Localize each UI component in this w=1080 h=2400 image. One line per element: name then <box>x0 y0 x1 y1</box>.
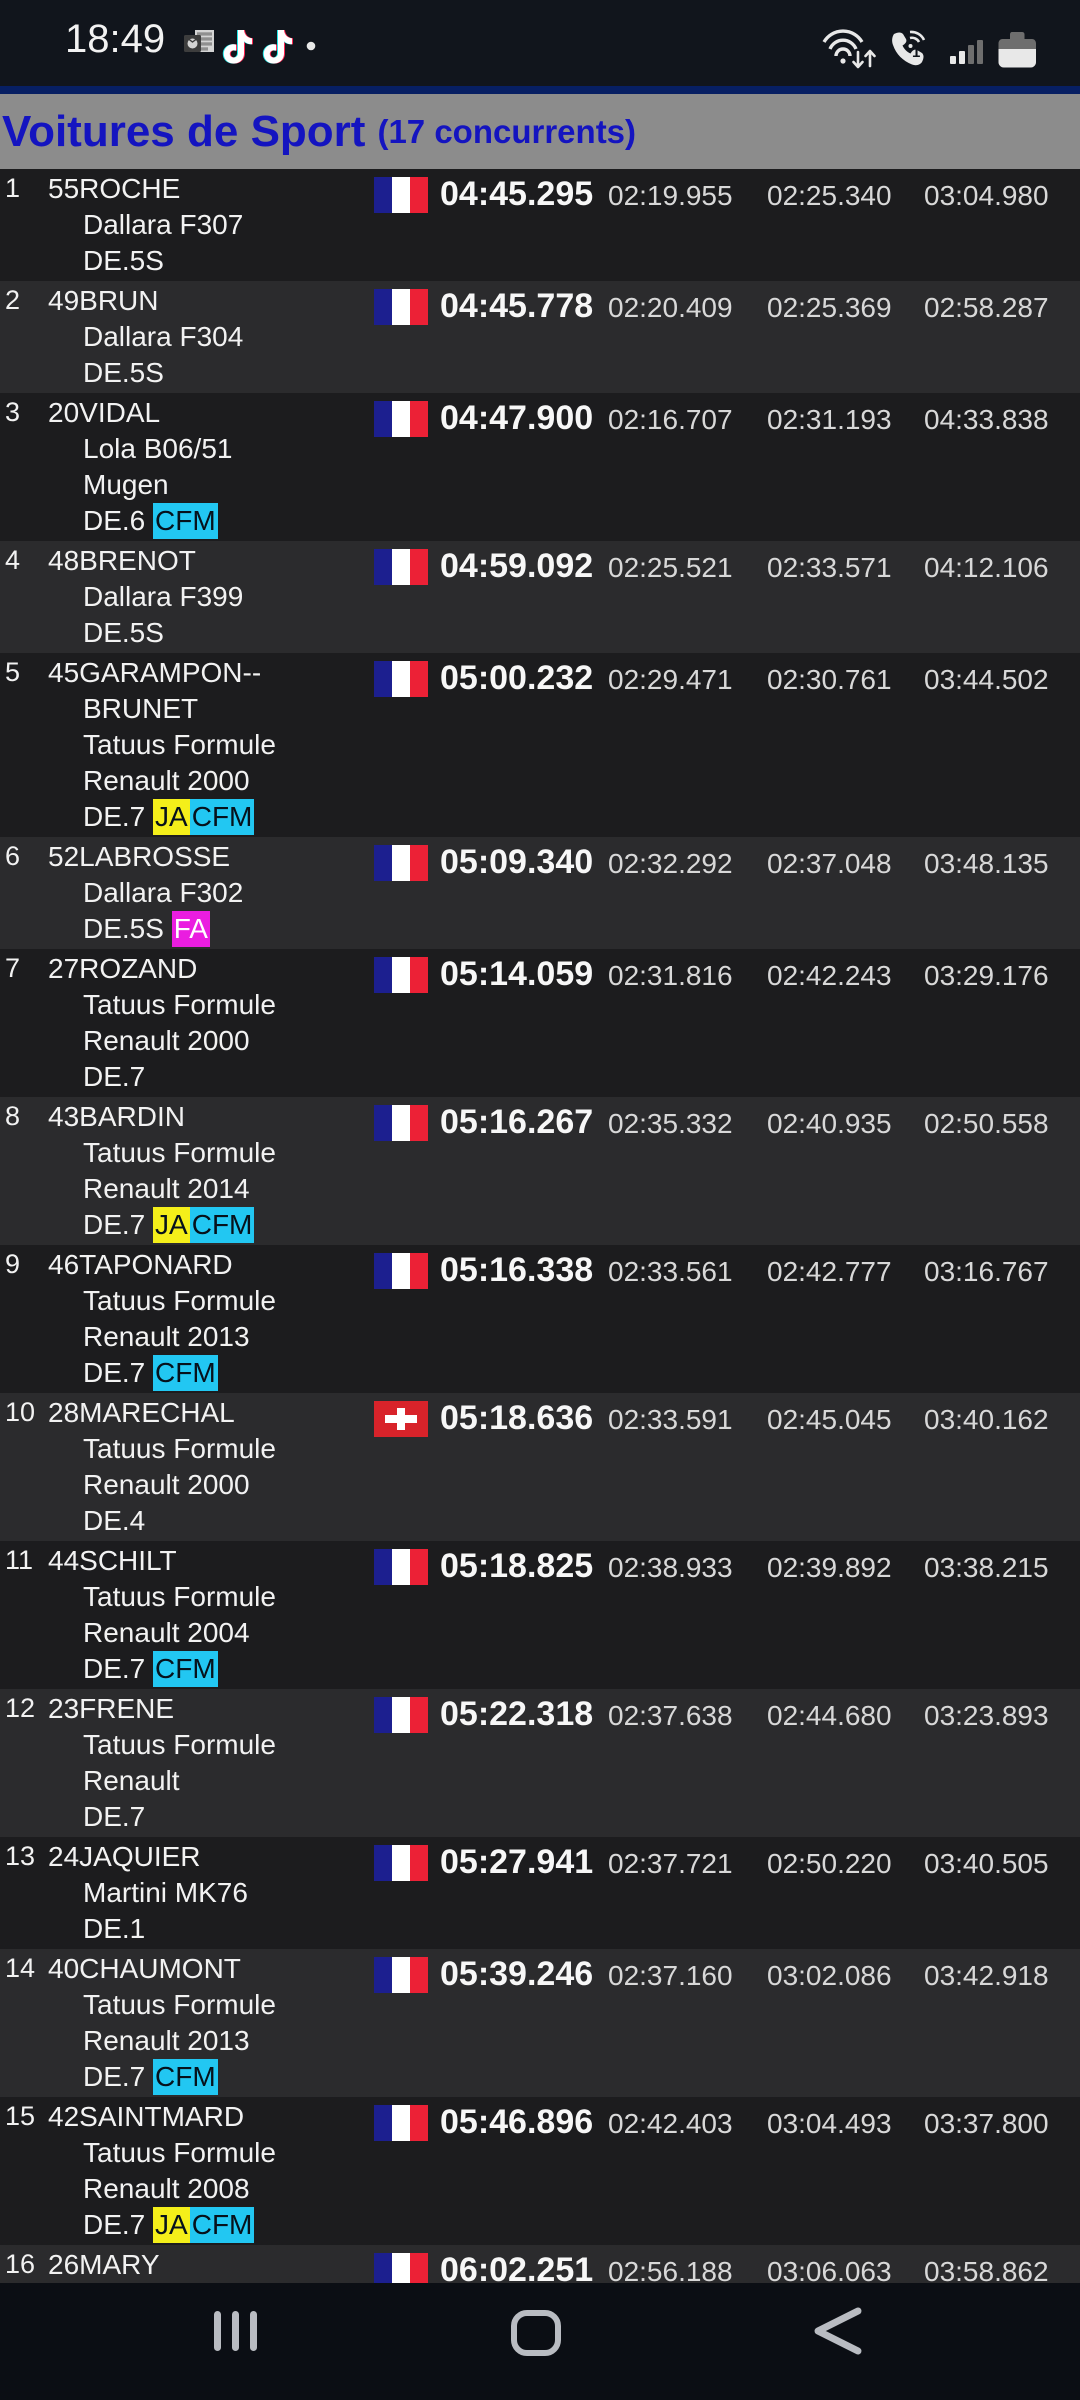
svg-text:1: 1 <box>912 44 920 61</box>
